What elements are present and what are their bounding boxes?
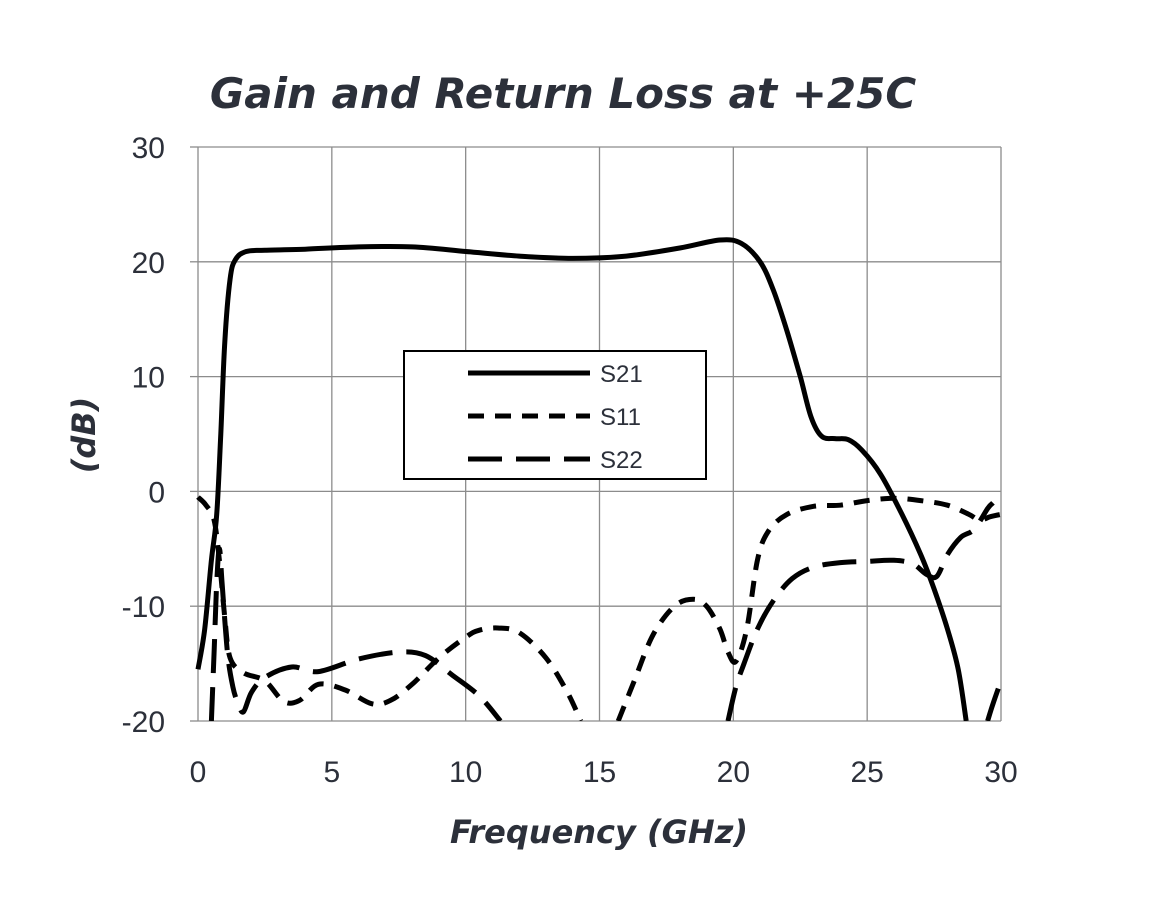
y-axis-tick-labels: -20 -10 0 10 20 30	[122, 132, 165, 739]
y-tick-label: 10	[132, 362, 165, 395]
x-axis-title: Frequency (GHz)	[450, 813, 748, 851]
chart-title: Gain and Return Loss at +25C	[210, 69, 917, 118]
x-tick-label: 0	[190, 756, 207, 789]
y-tick-label: 0	[148, 476, 165, 509]
series-line-s22	[725, 501, 995, 721]
series-lines	[195, 237, 1004, 721]
series-line-s21	[195, 237, 969, 721]
y-tick-label: 30	[132, 132, 165, 165]
series-line-s11	[615, 495, 1002, 721]
x-tick-label: 15	[583, 756, 616, 789]
legend-label-s22: S22	[600, 447, 643, 474]
series-line-s22	[208, 546, 503, 721]
x-tick-label: 20	[717, 756, 750, 789]
legend: S21 S11 S22	[403, 350, 707, 480]
x-tick-label: 25	[850, 756, 883, 789]
grid-lines	[190, 146, 1002, 722]
x-tick-label: 30	[984, 756, 1017, 789]
y-tick-label: -20	[122, 706, 165, 739]
y-tick-label: 20	[132, 247, 165, 280]
x-tick-label: 10	[449, 756, 482, 789]
legend-label-s11: S11	[600, 404, 641, 431]
x-tick-label: 5	[323, 756, 340, 789]
legend-label-s21: S21	[600, 361, 643, 388]
y-tick-label: -10	[122, 591, 165, 624]
x-axis-tick-labels: 0 5 10 15 20 25 30	[190, 756, 1018, 789]
y-axis-title: (dB)	[65, 397, 103, 474]
series-line-s22	[985, 679, 1004, 721]
